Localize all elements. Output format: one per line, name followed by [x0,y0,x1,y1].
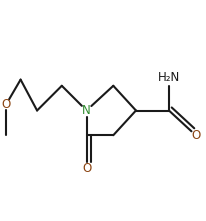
Text: H₂N: H₂N [158,71,180,84]
Text: N: N [82,104,91,117]
Text: O: O [191,129,200,142]
Text: O: O [2,98,11,111]
Text: O: O [82,162,91,175]
